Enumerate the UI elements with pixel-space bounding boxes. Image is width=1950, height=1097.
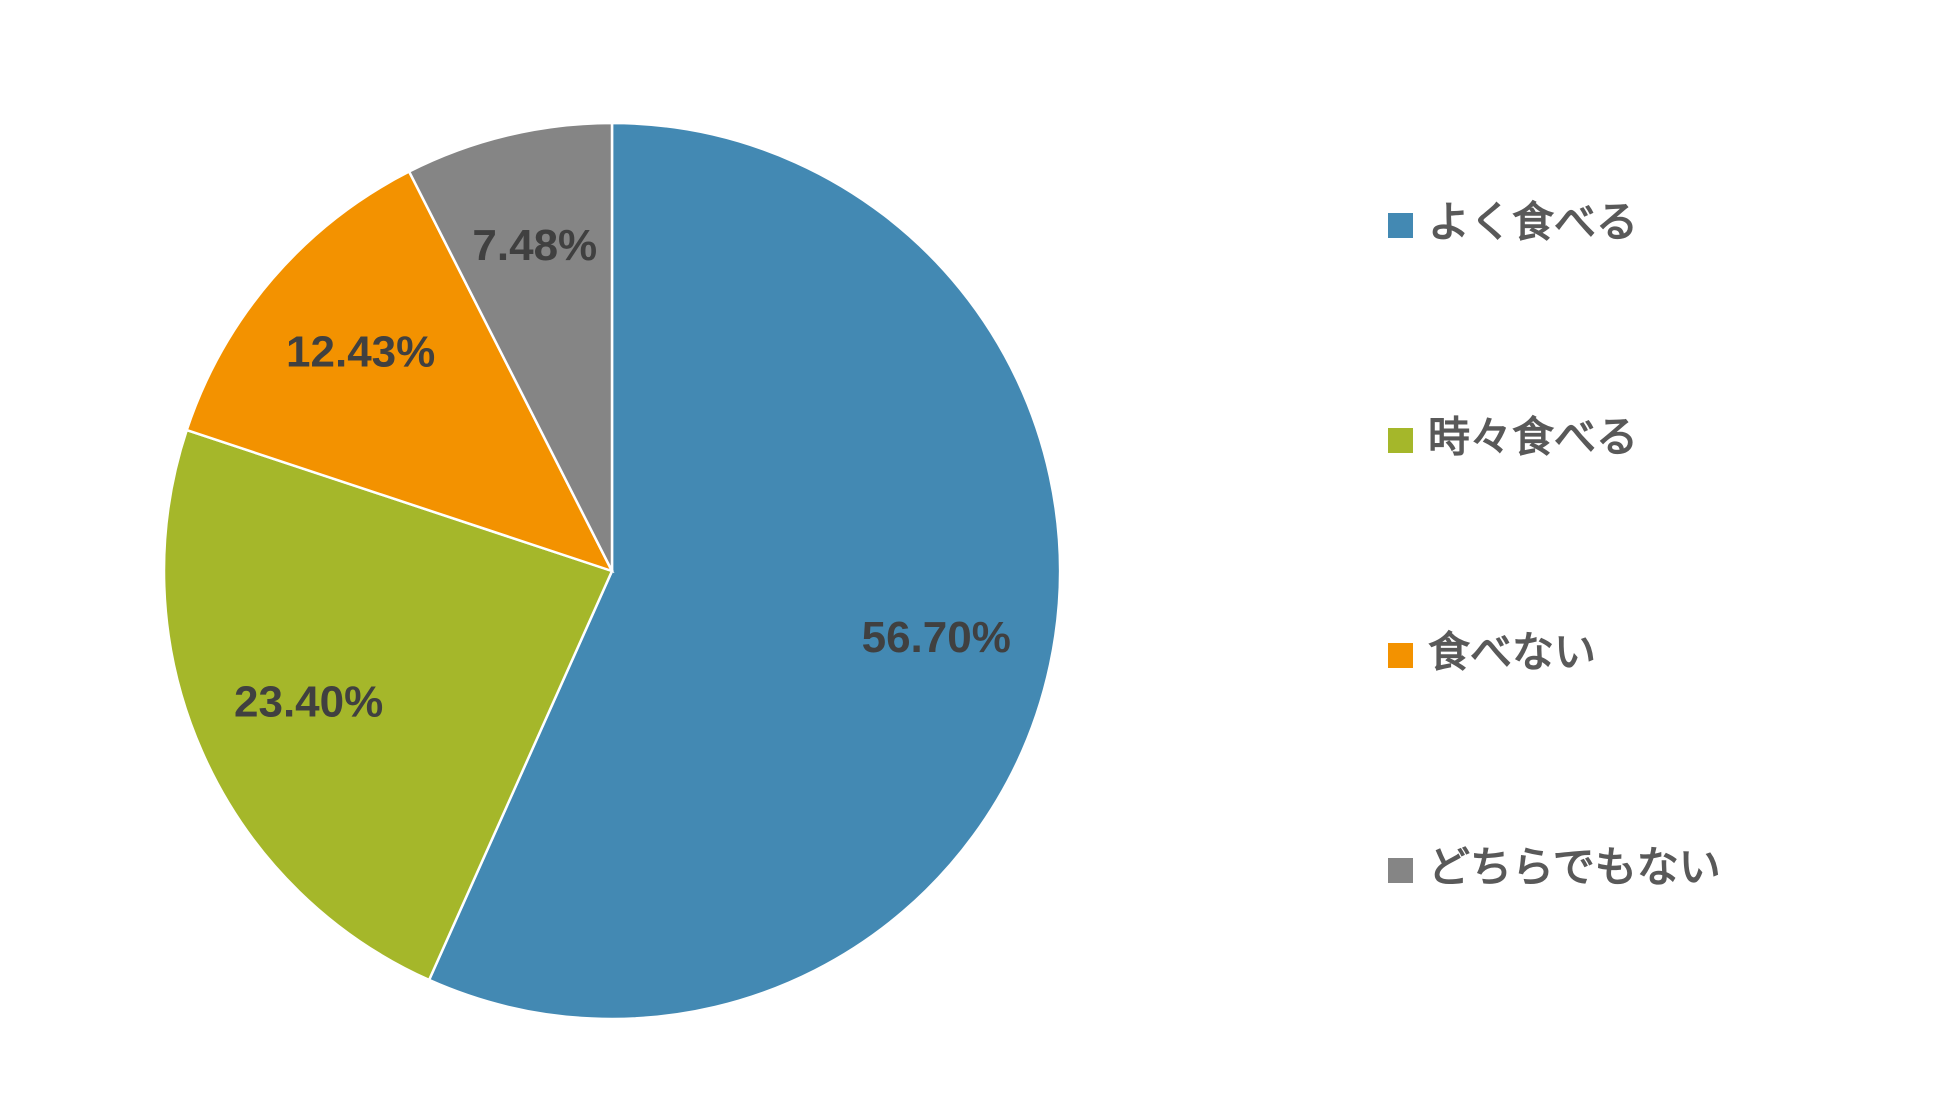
legend-label: よく食べる [1428,198,1638,247]
legend-swatch [1388,428,1413,453]
legend-swatch [1388,643,1413,668]
pie-slice [185,169,615,574]
data-label: 23.40% [234,677,383,726]
legend-label: 時々食べる [1428,413,1638,462]
legend-label: 食べない [1428,628,1596,677]
legend-swatch [1388,213,1413,238]
legend-label: どちらでもない [1428,843,1721,892]
legend-swatch [1388,858,1413,883]
pie-slice [162,428,614,982]
data-label: 56.70% [862,613,1011,662]
pie-slice [407,121,614,572]
data-label: 12.43% [286,327,435,376]
data-label: 7.48% [472,221,597,270]
pie-slice [427,121,1062,1021]
